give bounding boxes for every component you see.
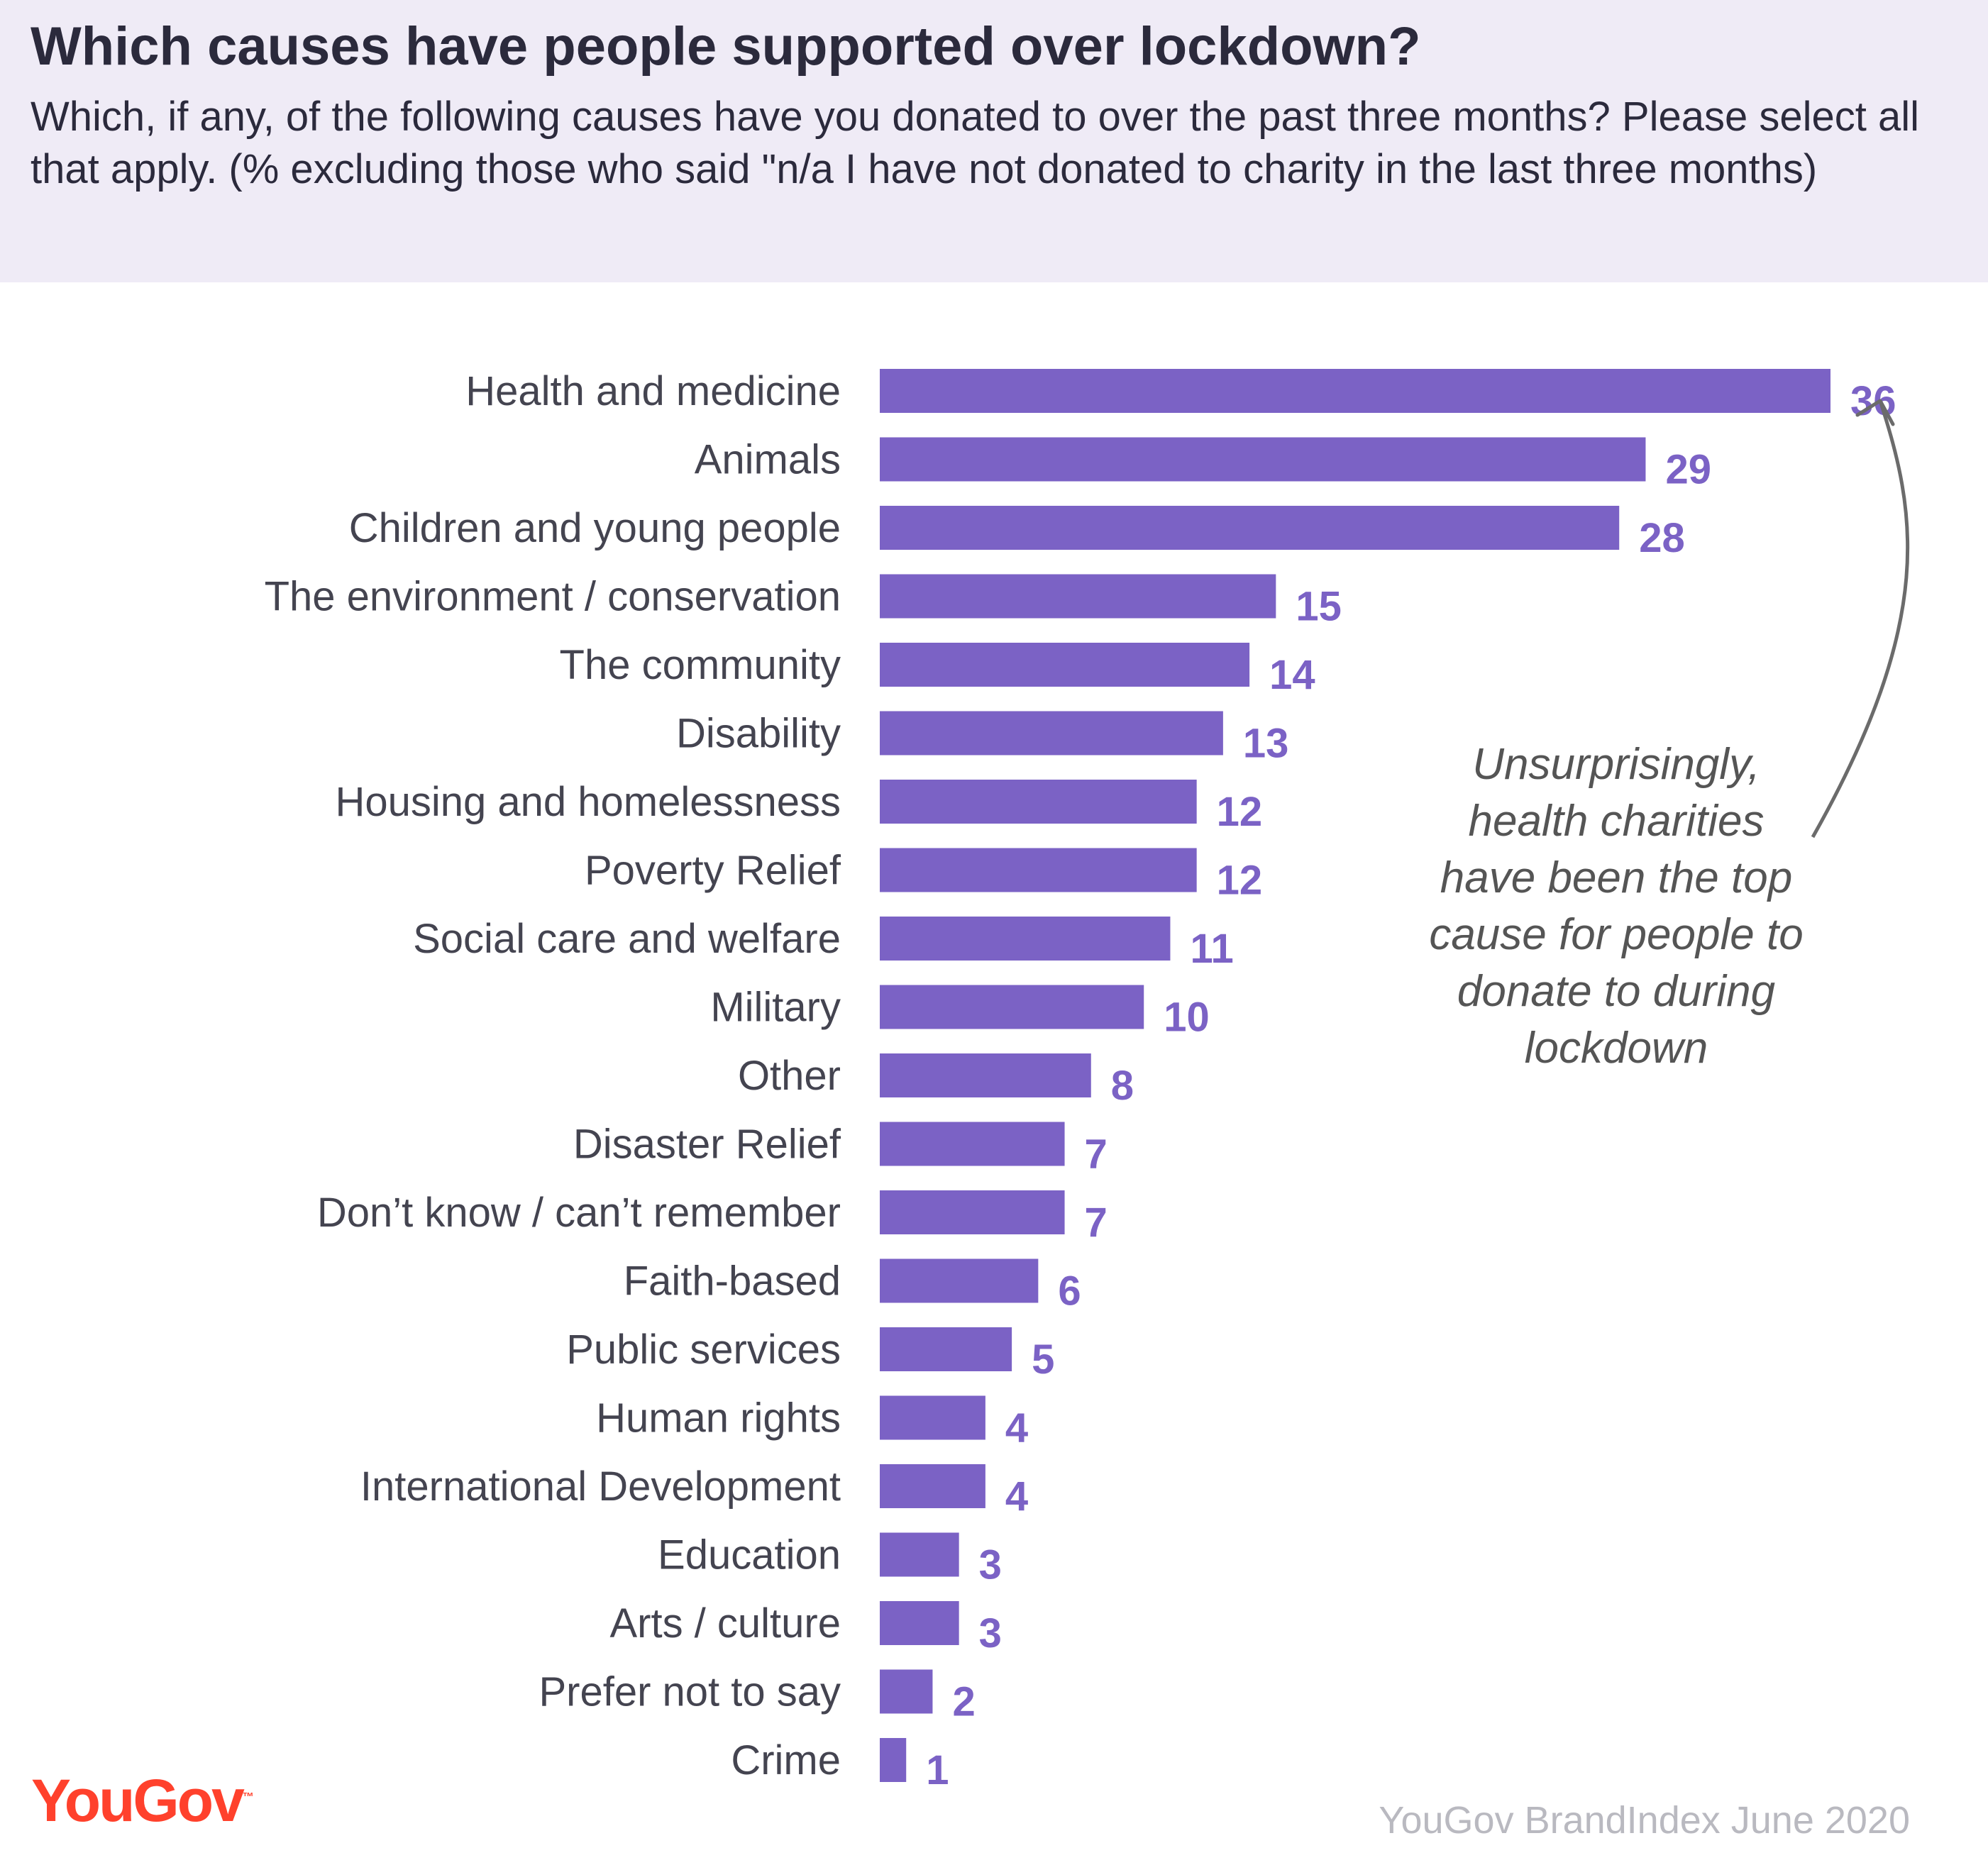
value-label: 1 [926,1747,949,1793]
category-label: Children and young people [349,505,841,551]
category-label: Human rights [596,1395,841,1441]
category-label: Poverty Relief [585,848,841,894]
logo-text: YouGov [31,1767,245,1834]
category-label: Disaster Relief [573,1122,841,1168]
category-label: Public services [566,1327,841,1373]
category-label: Animals [695,437,841,483]
bar [880,1190,1065,1234]
header-banner: Which causes have people supported over … [0,0,1988,282]
value-label: 12 [1217,789,1263,835]
annotation-line: have been the top [1440,853,1792,902]
bar [880,848,1197,892]
category-label: Faith-based [624,1258,841,1305]
chart-subtitle: Which, if any, of the following causes h… [31,94,1920,192]
value-label: 6 [1058,1268,1081,1315]
bar [880,1532,959,1577]
category-label: Arts / culture [609,1600,841,1647]
category-label: Housing and homelessness [335,779,841,825]
value-label: 3 [979,1542,1002,1588]
value-label: 13 [1243,721,1289,767]
value-label: 7 [1085,1131,1108,1178]
value-label: 12 [1217,858,1263,904]
bar [880,1464,985,1508]
annotation-line: cause for people to [1429,910,1803,959]
bar [880,1669,933,1714]
value-label: 4 [1005,1405,1028,1451]
bar [880,1395,985,1440]
annotation-arrowhead [1855,399,1895,426]
value-label: 4 [1005,1473,1028,1520]
bars-layer: Health and medicine 3 6 Animals 29 Children a… [265,368,1896,1793]
bar [880,1053,1091,1097]
bar [880,917,1171,961]
bar [880,1601,959,1645]
annotation: Unsurprisingly, health charities have been… [1429,399,1910,1073]
annotation-text: Unsurprisingly, health charities have been… [1429,740,1803,1073]
value-label: 8 [1111,1063,1134,1109]
value-label: 10 [1164,995,1210,1041]
annotation-line: Unsurprisingly, [1472,740,1760,789]
category-label: International Development [360,1463,841,1510]
bar [880,437,1646,482]
category-label: Other [738,1053,841,1099]
value-label: 7 [1085,1200,1108,1246]
yougov-logo: YouGov™ [31,1766,254,1835]
bar [880,369,1830,413]
value-label: 29 [1665,447,1711,493]
chart-title: Which causes have people supported over … [31,16,1421,77]
annotation-arrow [1811,400,1910,839]
annotation-line: donate to during [1457,967,1775,1016]
category-label: Education [658,1532,841,1578]
category-label: The environment / conservation [265,574,841,620]
category-label: Health and medicine [465,368,841,414]
bar [880,1738,907,1782]
value-label: 3 [979,1610,1002,1656]
value-label: 5 [1032,1337,1054,1383]
bar [880,1327,1012,1371]
value-label: 15 [1296,584,1342,630]
bar [880,711,1223,756]
category-label: Crime [731,1737,841,1783]
category-label: Prefer not to say [539,1669,841,1715]
bar [880,506,1620,550]
value-label: 28 [1639,515,1685,561]
annotation-line: lockdown [1525,1024,1708,1073]
annotation-line: health charities [1468,797,1764,846]
bar [880,1122,1065,1166]
bar [880,985,1144,1029]
bar [880,574,1276,619]
category-label: Social care and welfare [413,916,841,962]
bar [880,780,1197,824]
source-note: YouGov BrandIndex June 2020 [1379,1799,1910,1842]
value-label: 2 [952,1679,975,1725]
bar [880,1258,1039,1303]
value-label: 11 [1190,926,1233,972]
category-label: Don’t know / can’t remember [317,1190,841,1236]
category-label: Military [710,985,841,1031]
category-label: The community [560,642,841,688]
bar [880,643,1250,687]
category-label: Disability [676,711,841,757]
value-label: 14 [1269,652,1315,698]
logo-trademark: ™ [242,1791,254,1803]
